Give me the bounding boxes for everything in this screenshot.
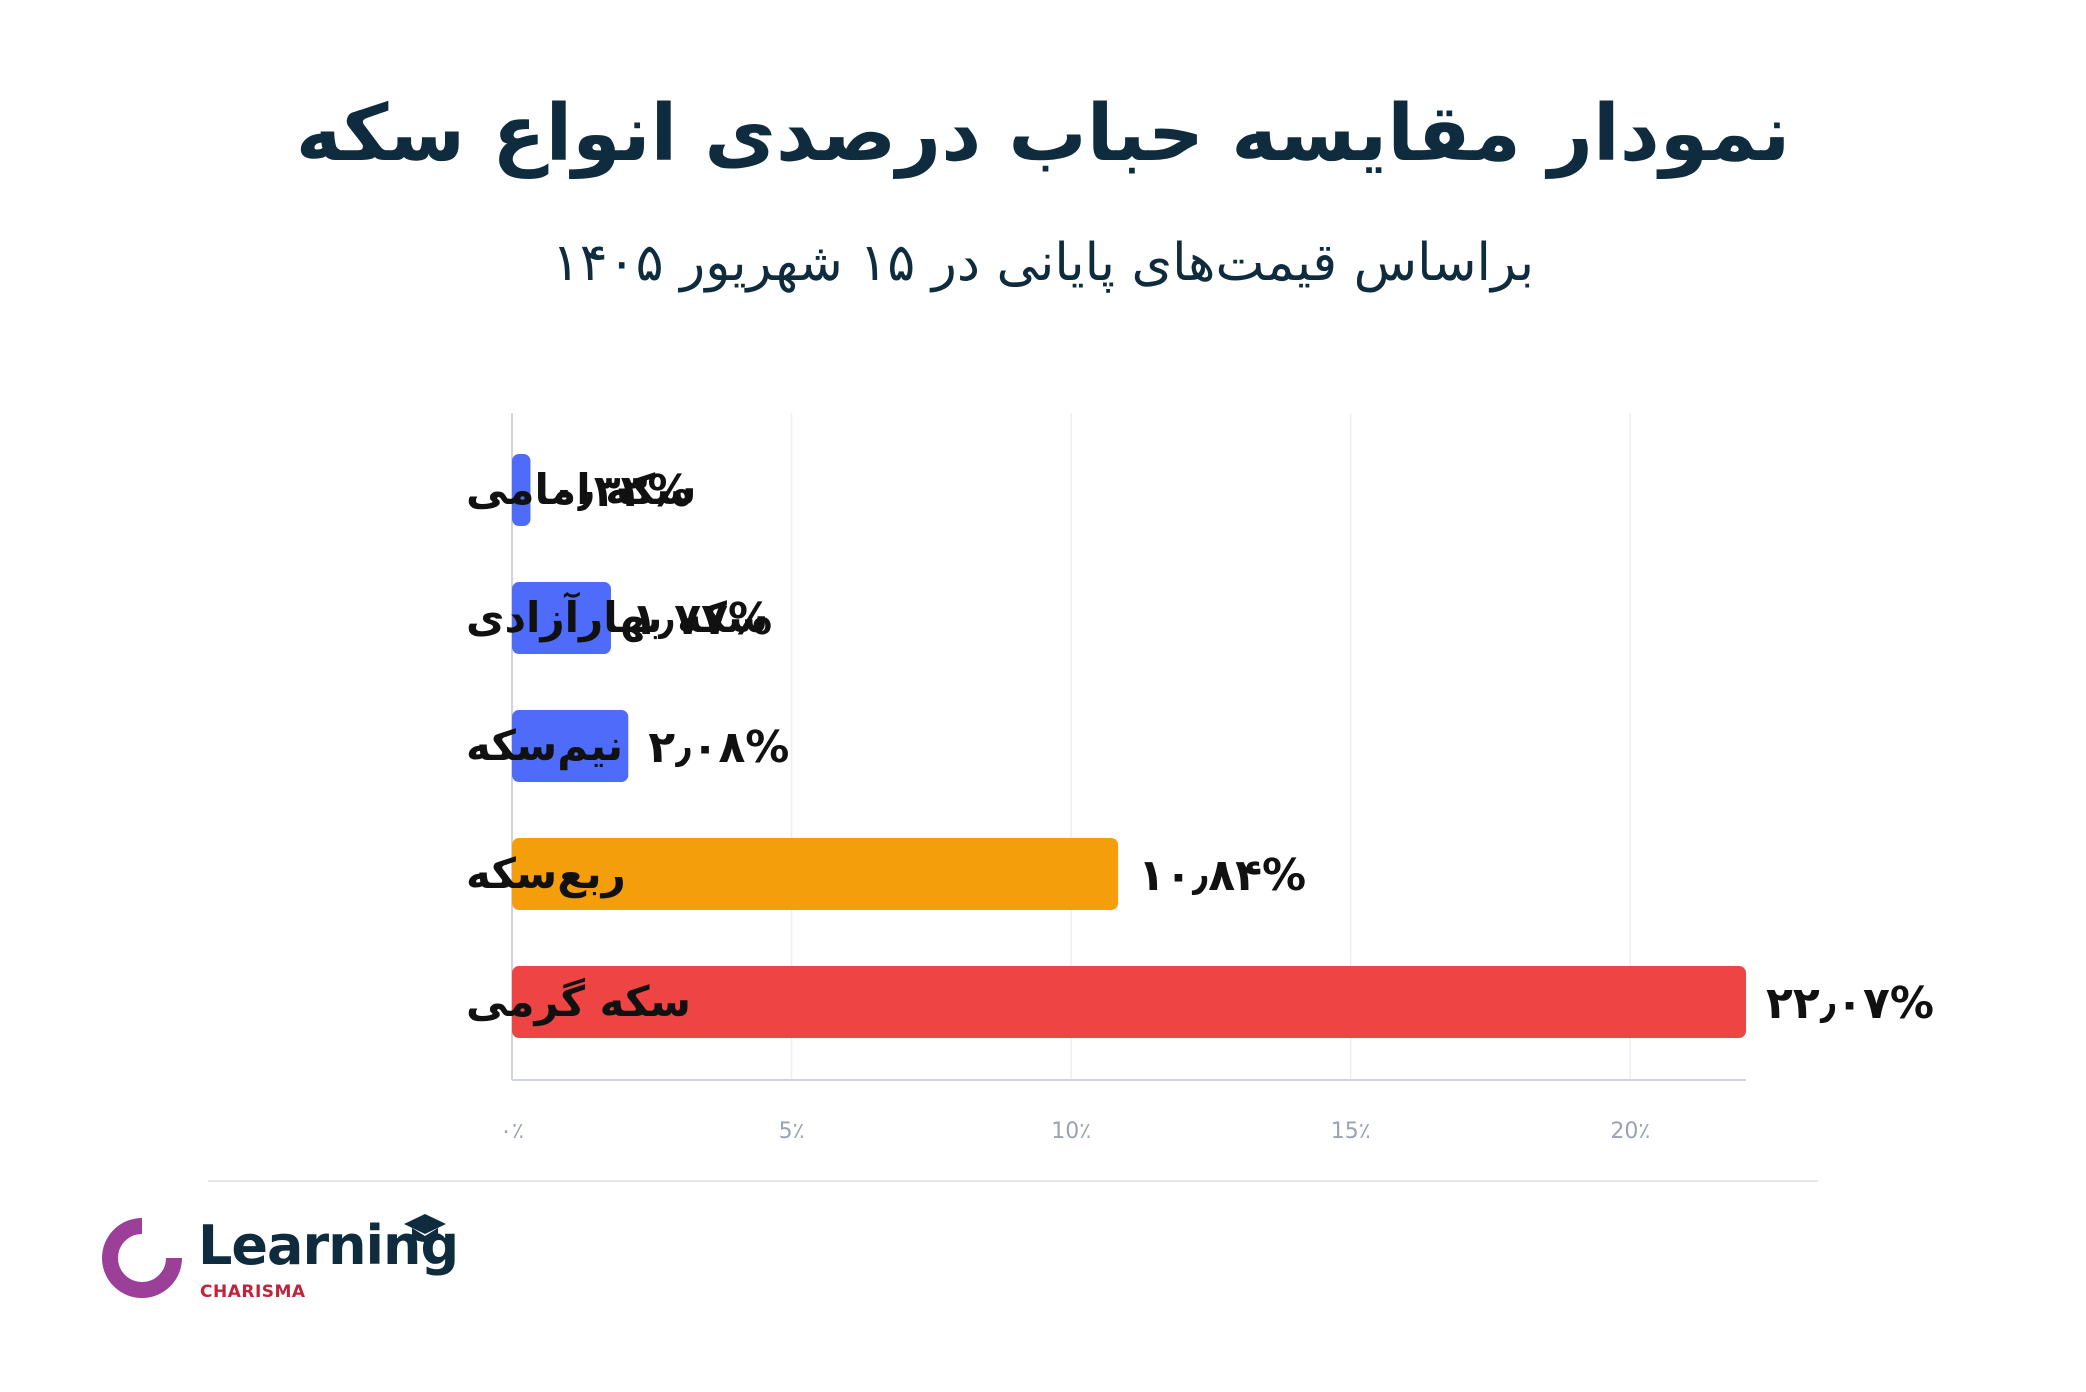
chart-title: نمودار مقایسه حباب درصدی انواع سکه	[295, 89, 1791, 179]
x-tick-label: ۰٪	[500, 1119, 524, 1144]
category-label: نیم‌سکه	[466, 721, 623, 770]
category-label: سکه امامی	[466, 465, 697, 514]
bar	[512, 966, 1746, 1038]
logo-subtitle: CHARISMA	[200, 1282, 306, 1302]
logo-ring-icon	[102, 1218, 182, 1298]
bar	[512, 582, 611, 654]
bars	[512, 454, 1746, 1038]
footer-divider	[208, 1180, 1818, 1182]
data-label: ۲٫۰۸%	[648, 722, 789, 773]
bar	[512, 838, 1119, 910]
bar	[512, 710, 629, 782]
category-label: سکه بهارآزادی	[466, 592, 768, 643]
category-label: ربع‌سکه	[466, 849, 626, 899]
data-label: ۱٫۷۷%	[631, 594, 772, 645]
x-tick-label: 20٪	[1610, 1119, 1650, 1144]
data-label: ۱۰٫۸۴%	[1138, 850, 1306, 901]
x-tick-label: 5٪	[779, 1119, 805, 1144]
x-tick-label: 15٪	[1331, 1119, 1371, 1144]
graduation-cap-icon	[404, 1214, 446, 1242]
bar	[512, 454, 531, 526]
x-tick-label: 10٪	[1051, 1119, 1091, 1144]
data-label: ۰٫۳۳%	[550, 466, 691, 517]
learning-charisma-logo: Learning CHARISMA	[102, 1214, 462, 1318]
category-label: سکه گرمی	[466, 977, 691, 1027]
chart-subtitle: براساس قیمت‌های پایانی در ۱۵ شهریور ۱۴۰۵	[551, 233, 1535, 293]
data-label: ۲۲٫۰۷%	[1766, 978, 1934, 1029]
